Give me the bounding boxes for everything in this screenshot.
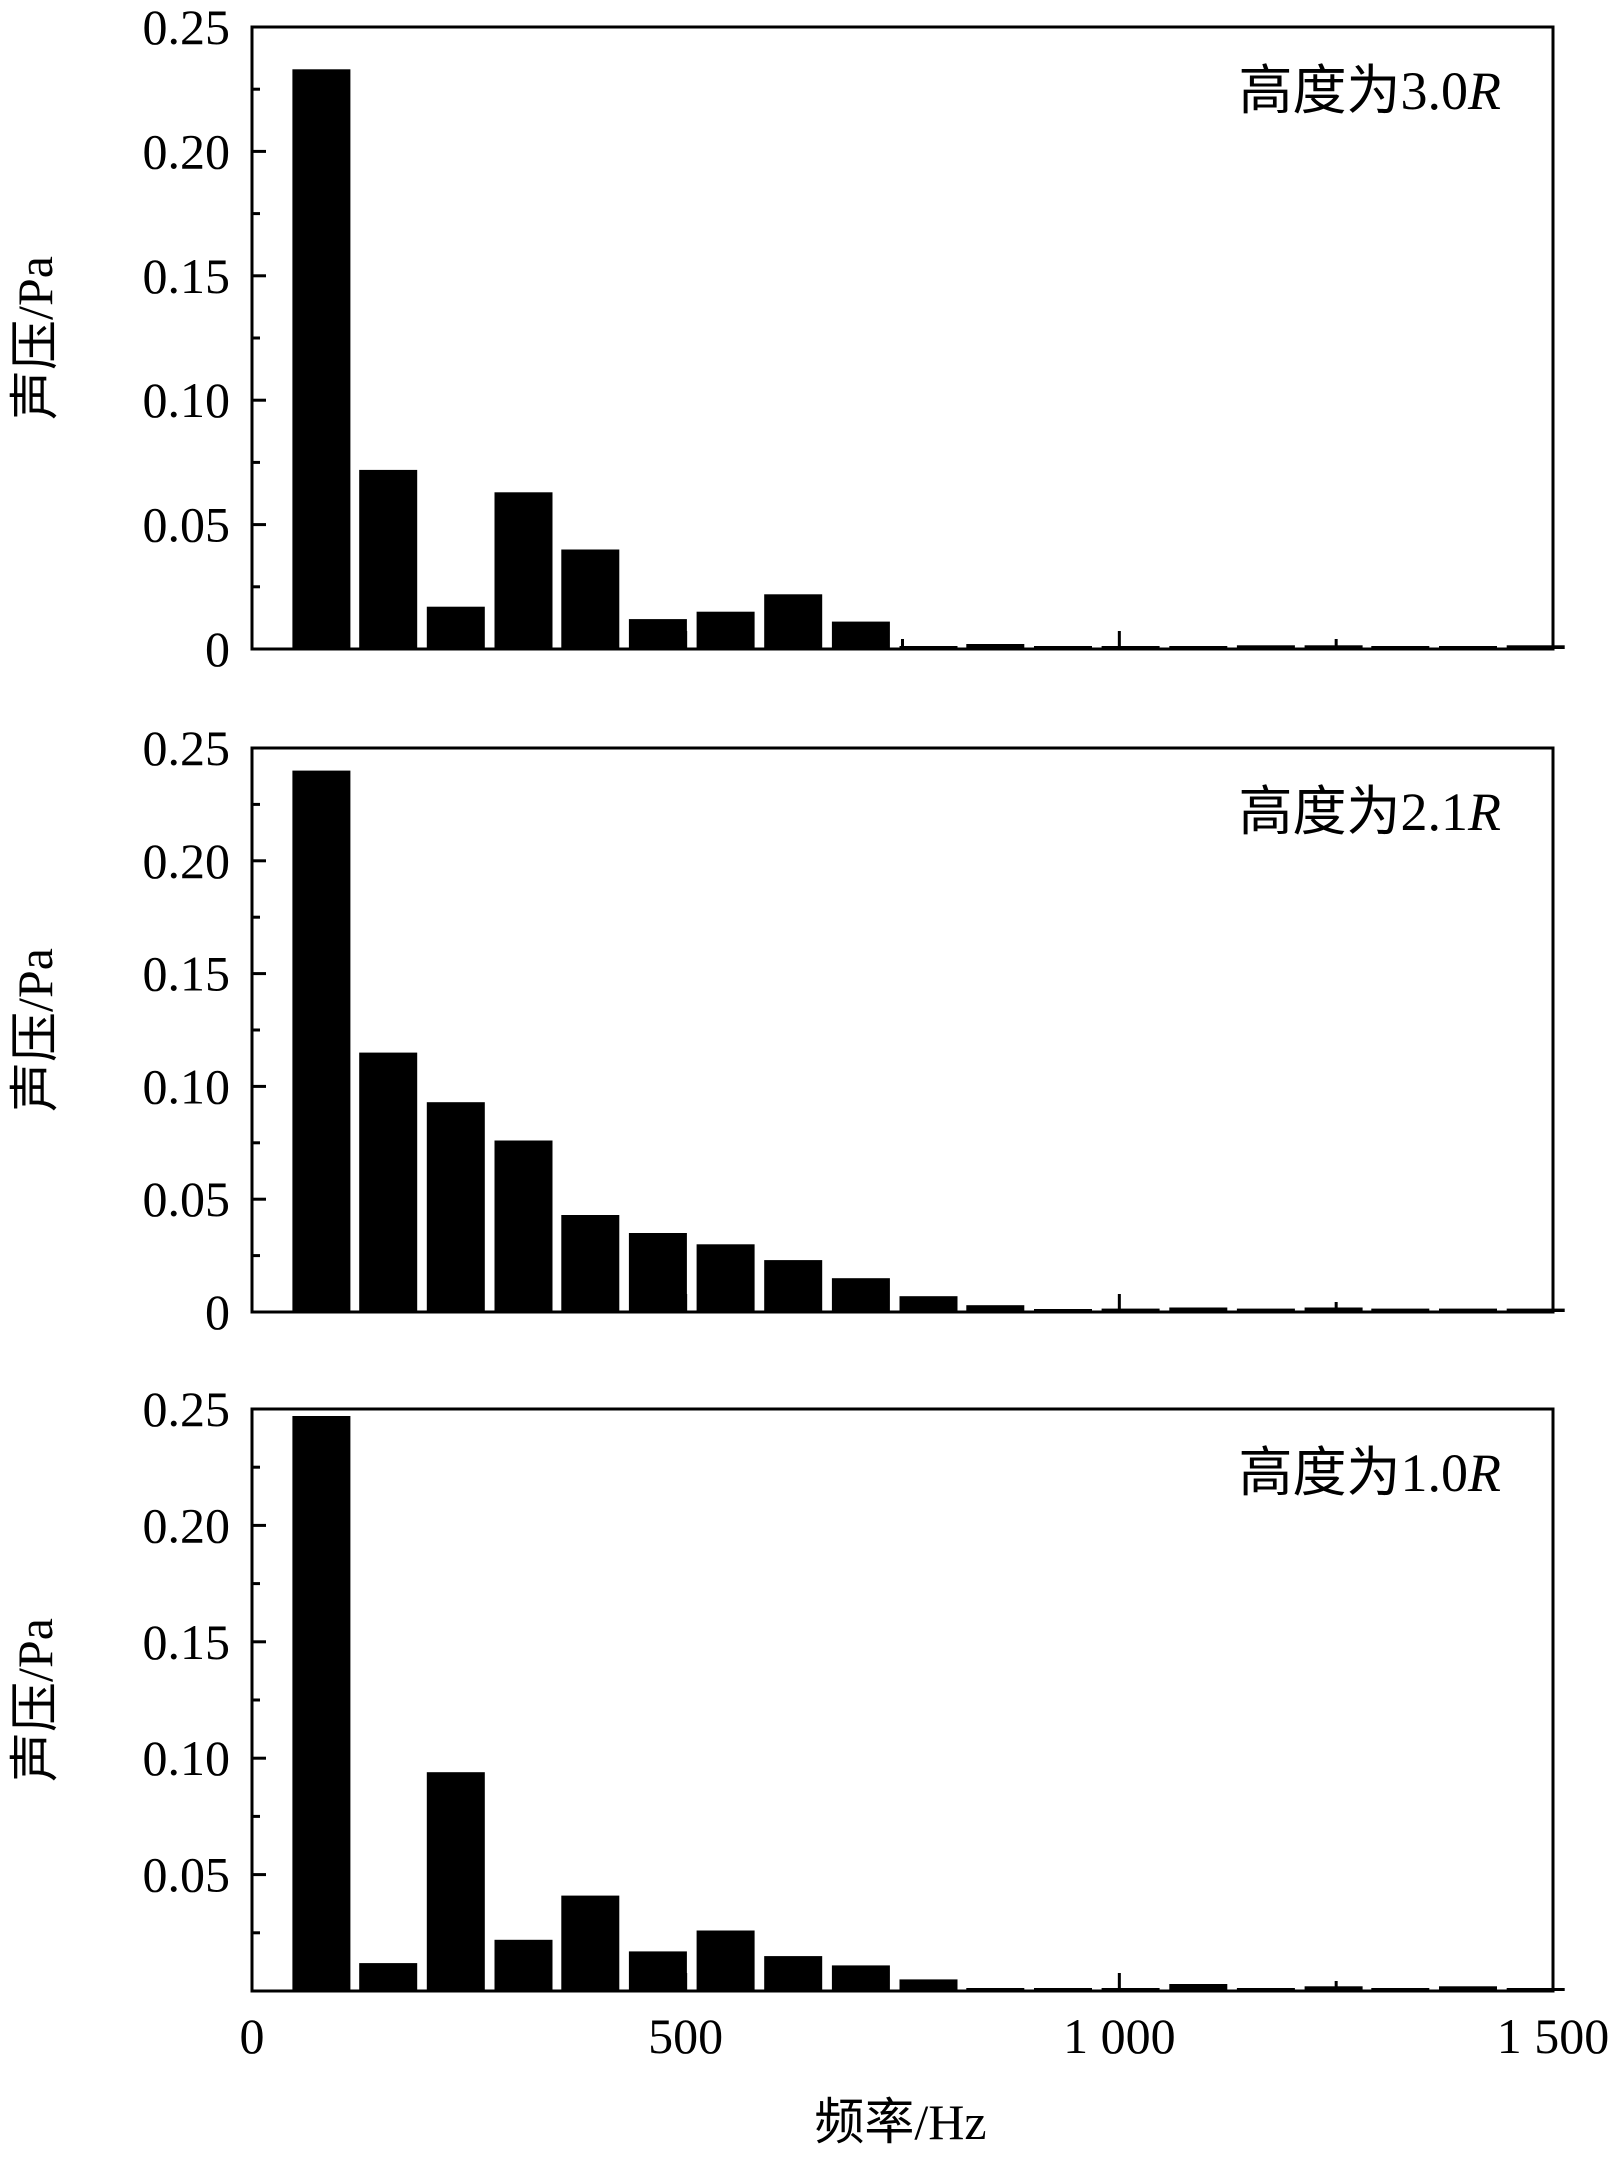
bar <box>831 1965 890 1991</box>
y-tick-label: 0.05 <box>143 1171 231 1227</box>
bar <box>292 770 351 1312</box>
chart-panel-3: 0.05 0.10 0.15 0.20 0.25 0 500 1 000 1 500 声压/Pa 高… <box>7 1381 1609 2150</box>
bar <box>628 619 687 649</box>
y-tick-label: 0.15 <box>143 248 231 304</box>
y-tick-label: 0.25 <box>143 720 231 776</box>
bar <box>1169 1307 1228 1312</box>
bar <box>831 1278 890 1312</box>
y-tick-label: 0.05 <box>143 1847 231 1903</box>
bar <box>966 644 1025 649</box>
bar <box>1169 1984 1228 1991</box>
bar <box>628 1951 687 1991</box>
bar <box>426 1772 485 1991</box>
y-axis-title: 声压/Pa <box>7 948 63 1112</box>
annotation-text: 高度为2.1 <box>1239 782 1469 842</box>
bar <box>696 611 755 649</box>
y-tick-label: 0 <box>205 1284 230 1340</box>
bar <box>899 1296 958 1312</box>
bar <box>696 1930 755 1991</box>
y-tick-label: 0.15 <box>143 1614 231 1670</box>
bar <box>359 1963 418 1991</box>
annotation-italic-symbol: R <box>1467 782 1501 842</box>
bar <box>628 1233 687 1312</box>
bar <box>494 1939 553 1991</box>
annotation-text: 高度为1.0 <box>1239 1443 1469 1503</box>
x-tick-label: 1 500 <box>1497 2008 1610 2064</box>
bar <box>1439 1308 1497 1312</box>
bar <box>831 621 890 649</box>
bar <box>292 1416 351 1991</box>
height-annotation: 高度为2.1R <box>1239 782 1502 842</box>
x-tick-label: 500 <box>648 2008 723 2064</box>
bar <box>494 1140 553 1312</box>
bar <box>1304 1307 1363 1312</box>
y-tick-label: 0.25 <box>143 0 231 55</box>
y-axis-title: 声压/Pa <box>7 1618 63 1782</box>
bar <box>1371 1308 1430 1312</box>
y-tick-label: 0.10 <box>143 1058 231 1114</box>
y-tick-label: 0.20 <box>143 833 231 889</box>
bar <box>966 1305 1025 1312</box>
x-tick-label: 0 <box>240 2008 265 2064</box>
bar <box>1304 645 1363 649</box>
bar <box>1439 1986 1497 1991</box>
y-tick-label: 0.05 <box>143 497 231 553</box>
bar <box>1506 645 1565 649</box>
bar <box>359 469 418 649</box>
y-tick-label: 0.10 <box>143 1730 231 1786</box>
height-annotation: 高度为1.0R <box>1239 1443 1502 1503</box>
annotation-italic-symbol: R <box>1467 61 1501 121</box>
annotation-text: 高度为3.0 <box>1239 61 1469 121</box>
bar <box>561 1215 620 1312</box>
y-tick-label: 0.15 <box>143 946 231 1002</box>
bar <box>1236 645 1295 649</box>
bar <box>292 69 351 650</box>
bar <box>1101 1308 1160 1312</box>
x-axis-title: 频率/Hz <box>814 2094 986 2150</box>
bar <box>1304 1986 1363 1991</box>
bar <box>1236 1308 1295 1312</box>
height-annotation: 高度为3.0R <box>1239 61 1502 121</box>
bar <box>899 1979 958 1991</box>
annotation-italic-symbol: R <box>1467 1443 1501 1503</box>
bar <box>764 594 823 649</box>
bar <box>696 1244 755 1312</box>
chart-panel-1: 0 0.05 0.10 0.15 0.20 0.25 声压/Pa 高度为3.0R <box>7 0 1565 677</box>
bar <box>426 606 485 649</box>
bar <box>561 549 620 649</box>
y-tick-label: 0.25 <box>143 1381 231 1437</box>
y-tick-label: 0.10 <box>143 372 231 428</box>
bar <box>1506 1308 1565 1312</box>
chart-panel-2: 0 0.05 0.10 0.15 0.20 0.25 声压/Pa 高度为2.1R <box>7 720 1565 1340</box>
bar <box>561 1895 620 1991</box>
y-axis-title: 声压/Pa <box>7 256 63 420</box>
y-tick-label: 0.20 <box>143 123 231 179</box>
y-tick-label: 0 <box>205 621 230 677</box>
bar <box>426 1102 485 1312</box>
y-tick-label: 0.20 <box>143 1497 231 1553</box>
bar <box>359 1052 418 1312</box>
bar <box>764 1956 823 1991</box>
bar <box>764 1260 823 1312</box>
x-tick-label: 1 000 <box>1063 2008 1176 2064</box>
bar <box>494 492 553 649</box>
